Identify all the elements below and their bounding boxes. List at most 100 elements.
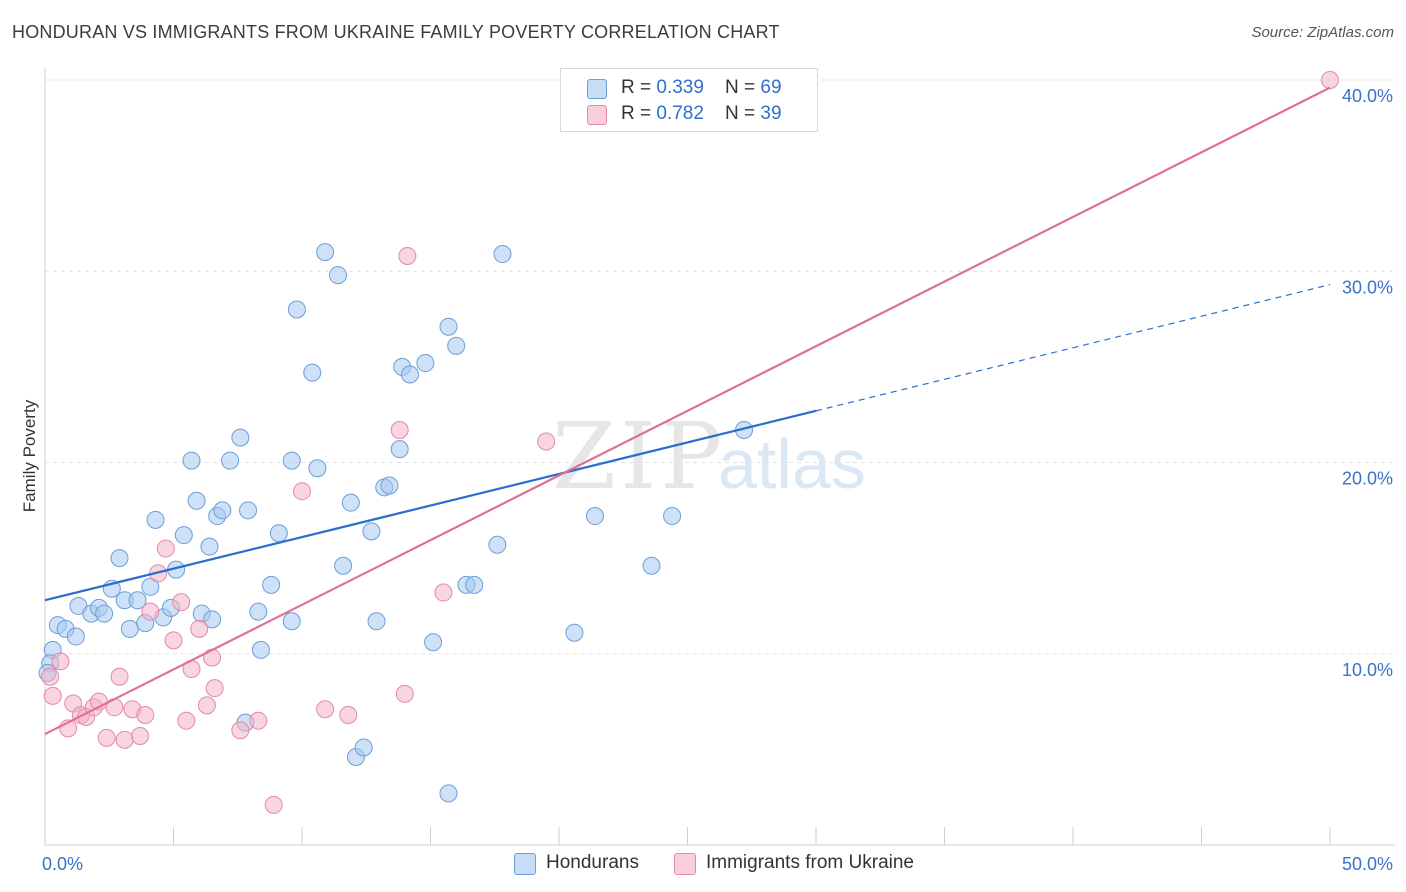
trend-line-ukraine <box>44 86 1331 736</box>
point-hondurans <box>213 501 232 520</box>
point-hondurans <box>110 549 129 568</box>
point-hondurans <box>120 619 139 638</box>
legend-r-value: 0.339 <box>656 77 704 98</box>
point-hondurans <box>269 524 288 543</box>
bottom-legend-label-hondurans: Hondurans <box>546 852 639 873</box>
source-label: Source: ZipAtlas.com <box>1251 24 1394 41</box>
point-ukraine <box>398 246 417 265</box>
point-hondurans <box>488 535 507 554</box>
point-ukraine <box>141 602 160 621</box>
point-hondurans <box>203 610 222 629</box>
point-hondurans <box>282 612 301 631</box>
point-ukraine <box>434 583 453 602</box>
watermark: ZIP atlas <box>552 403 866 510</box>
axis-layer <box>44 68 1395 846</box>
legend-n-value: 69 <box>760 77 782 98</box>
point-ukraine <box>156 539 175 558</box>
point-ukraine <box>172 593 191 612</box>
point-ukraine <box>395 684 414 703</box>
point-ukraine <box>390 420 409 439</box>
point-hondurans <box>367 612 386 631</box>
point-hondurans <box>334 556 353 575</box>
trend-layer <box>44 86 1331 736</box>
point-hondurans <box>282 451 301 470</box>
point-hondurans <box>380 476 399 495</box>
point-hondurans <box>439 317 458 336</box>
legend-r-label: R = <box>621 77 657 98</box>
y-axis-label: Family Poverty <box>20 399 39 513</box>
y-tick-label: 30.0% <box>1342 277 1393 297</box>
point-ukraine <box>177 711 196 730</box>
trend-extension-hondurans <box>815 284 1331 412</box>
point-hondurans <box>249 602 268 621</box>
x-tick-label: 50.0% <box>1342 854 1393 874</box>
point-hondurans <box>447 336 466 355</box>
correlation-legend: R = 0.339 N = 69 R = 0.782 N = 39 <box>560 68 818 132</box>
point-ukraine <box>203 648 222 667</box>
point-hondurans <box>354 738 373 757</box>
point-ukraine <box>264 795 283 814</box>
bottom-legend-swatch-hondurans <box>514 853 536 875</box>
point-ukraine <box>197 696 216 715</box>
point-hondurans <box>303 363 322 382</box>
point-hondurans <box>308 459 327 478</box>
point-ukraine <box>131 726 150 745</box>
point-ukraine <box>190 619 209 638</box>
point-hondurans <box>465 575 484 594</box>
point-hondurans <box>663 507 682 526</box>
points-layer <box>38 71 1339 814</box>
point-hondurans <box>200 537 219 556</box>
point-hondurans <box>174 526 193 545</box>
point-ukraine <box>537 432 556 451</box>
trend-line-hondurans <box>44 409 817 602</box>
point-ukraine <box>41 667 60 686</box>
point-ukraine <box>43 686 62 705</box>
point-ukraine <box>97 728 116 747</box>
point-ukraine <box>339 705 358 724</box>
point-hondurans <box>239 501 258 520</box>
y-tick-label: 10.0% <box>1342 660 1393 680</box>
point-hondurans <box>221 451 240 470</box>
point-hondurans <box>400 365 419 384</box>
legend-r-value: 0.782 <box>656 103 704 124</box>
grid-layer <box>45 79 1395 655</box>
point-hondurans <box>66 627 85 646</box>
point-hondurans <box>262 575 281 594</box>
x-tick-label: 0.0% <box>42 854 83 874</box>
legend-n-label: N = <box>725 77 761 98</box>
point-hondurans <box>328 266 347 285</box>
point-hondurans <box>146 510 165 529</box>
point-hondurans <box>390 440 409 459</box>
point-hondurans <box>141 577 160 596</box>
point-hondurans <box>424 633 443 652</box>
point-ukraine <box>110 667 129 686</box>
point-ukraine <box>136 705 155 724</box>
point-hondurans <box>439 784 458 803</box>
point-hondurans <box>585 507 604 526</box>
point-hondurans <box>128 591 147 610</box>
watermark-zip: ZIP <box>552 403 726 510</box>
point-ukraine <box>115 730 134 749</box>
point-ukraine <box>231 721 250 740</box>
point-ukraine <box>293 482 311 501</box>
point-hondurans <box>341 493 360 512</box>
legend-swatch-ukraine <box>587 105 607 125</box>
tick-label-layer: 10.0% 20.0% 30.0% 40.0% 0.0% 50.0% <box>42 86 1393 874</box>
point-hondurans <box>416 354 435 373</box>
point-hondurans <box>251 640 270 659</box>
point-hondurans <box>187 491 206 510</box>
point-ukraine <box>316 700 335 719</box>
point-ukraine <box>51 652 70 671</box>
y-tick-label: 20.0% <box>1342 469 1393 489</box>
point-hondurans <box>95 604 114 623</box>
legend-n-value: 39 <box>760 103 782 124</box>
point-hondurans <box>362 522 381 541</box>
y-tick-label: 40.0% <box>1342 86 1393 106</box>
legend-swatch-hondurans <box>587 79 607 99</box>
point-ukraine <box>164 631 183 650</box>
legend-n-label: N = <box>725 103 761 124</box>
point-hondurans <box>493 245 512 264</box>
point-hondurans <box>231 428 250 447</box>
point-ukraine <box>1321 71 1339 89</box>
